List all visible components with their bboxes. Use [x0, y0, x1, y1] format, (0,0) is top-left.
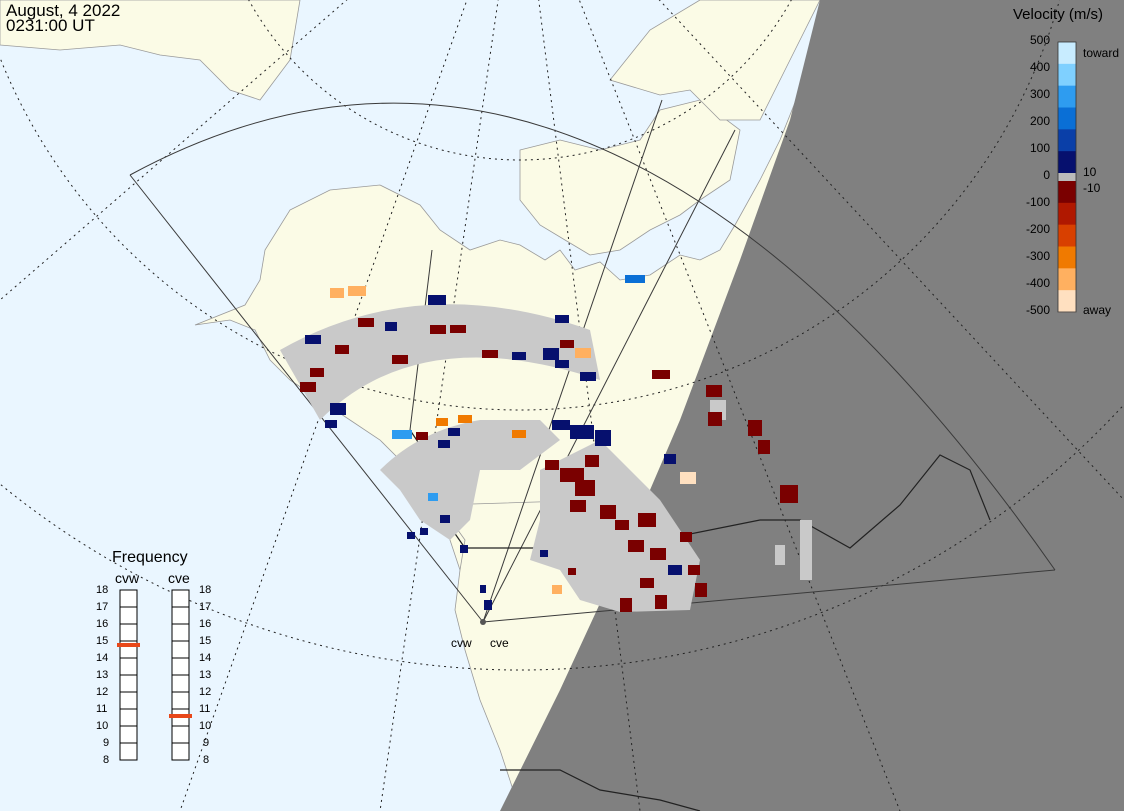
frequency-marker-cvw: [117, 643, 140, 647]
velocity-tick: -500: [1025, 303, 1050, 317]
freq-tick-cve: 15: [199, 635, 212, 647]
frequency-scale-cve: [169, 589, 192, 761]
freq-tick-cve: 18: [199, 584, 212, 596]
freq-tick-cvw: 18: [96, 584, 109, 596]
velocity-tick: 300: [1029, 87, 1050, 101]
freq-tick-cve: 10: [199, 720, 212, 732]
colorbar-segment: [1058, 268, 1076, 291]
velocity-tick: -100: [1025, 195, 1050, 209]
colorbar-segment: [1058, 129, 1076, 152]
colorbar-segment: [1058, 290, 1076, 313]
freq-tick-cvw: 10: [96, 720, 109, 732]
velocity-scale-title: Velocity (m/s): [1013, 6, 1104, 23]
colorbar-border: [1057, 41, 1077, 313]
radar-label-cvw: cvw: [451, 636, 472, 650]
freq-tick-cve: 11: [199, 703, 211, 715]
freq-tick-cve: 13: [199, 669, 212, 681]
land-arctic-islands: [519, 99, 741, 256]
colorbar-segment: [1058, 107, 1076, 130]
velocity-tick: 400: [1029, 60, 1050, 74]
land-siberia: [0, 0, 301, 101]
colorbar-segment: [1058, 246, 1076, 269]
velocity-tick: -300: [1025, 249, 1050, 263]
near-zero-upper: 10: [1083, 165, 1097, 179]
frequency-marker-cve: [169, 714, 192, 718]
freq-tick-cve: 17: [199, 601, 212, 613]
freq-tick-cvw: 8: [103, 754, 110, 766]
velocity-tick: 500: [1029, 33, 1050, 47]
velocity-cells: [300, 275, 798, 612]
velocity-tick: 0: [1043, 168, 1050, 182]
colorbar-segment: [1058, 181, 1076, 204]
freq-tick-cvw: 12: [96, 686, 109, 698]
freq-tick-cvw: 16: [96, 618, 109, 630]
velocity-tick: -200: [1025, 222, 1050, 236]
colorbar-segment: [1058, 85, 1076, 108]
freq-tick-cvw: 11: [96, 703, 108, 715]
colorbar-segment: [1058, 63, 1076, 87]
frequency-scale-cvw: [117, 589, 140, 761]
date-label: August, 4 2022: [6, 1, 121, 20]
colorbar-segment: [1058, 202, 1076, 226]
colorbar-zero-band: [1058, 173, 1076, 181]
toward-label: toward: [1083, 46, 1120, 60]
frequency-title: Frequency: [112, 549, 188, 566]
freq-tick-cve: 8: [203, 754, 210, 766]
freq-tick-cvw: 9: [103, 737, 110, 749]
velocity-tick: 100: [1029, 141, 1050, 155]
freq-tick-cvw: 13: [96, 669, 109, 681]
velocity-colorbar: [1057, 41, 1077, 313]
colorbar-segment: [1058, 42, 1076, 65]
freq-tick-cve: 16: [199, 618, 212, 630]
radar-label-cve: cve: [490, 636, 509, 650]
velocity-tick: -400: [1025, 276, 1050, 290]
land-greenland: [609, 0, 821, 121]
colorbar-segment: [1058, 224, 1076, 247]
colorbar-segment: [1058, 151, 1076, 174]
freq-tick-cvw: 15: [96, 635, 109, 647]
freq-tick-cve: 14: [199, 652, 212, 664]
freq-tick-cvw: 14: [96, 652, 109, 664]
away-label: away: [1083, 303, 1112, 317]
frequency-label-cve: cve: [168, 570, 190, 586]
freq-tick-cvw: 17: [96, 601, 109, 613]
freq-tick-cve: 12: [199, 686, 212, 698]
velocity-tick: 200: [1029, 114, 1050, 128]
freq-tick-cve: 9: [203, 737, 210, 749]
frequency-label-cvw: cvw: [115, 570, 140, 586]
radar-site: [480, 619, 486, 625]
near-zero-lower: -10: [1083, 181, 1101, 195]
time-label: 0231:00 UT: [6, 16, 95, 35]
